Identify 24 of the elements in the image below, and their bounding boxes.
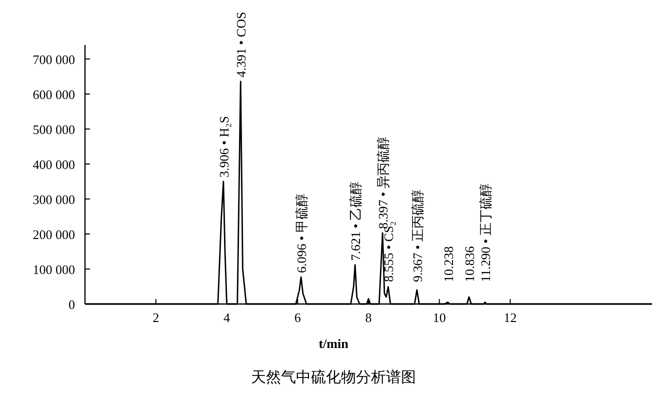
annotation: 9.367 • 正丙硫醇 (410, 190, 425, 282)
y-tick-label: 600 000 (32, 87, 75, 102)
x-tick-label: 4 (224, 310, 230, 325)
y-tick-label: 700 000 (32, 52, 75, 67)
x-tick-label: 12 (504, 310, 517, 325)
y-tick-label: 500 000 (32, 122, 75, 137)
x-tick-label: 6 (294, 310, 302, 325)
annotation: 6.096 • 甲硫醇 (294, 194, 310, 274)
y-tick-label: 200 000 (32, 227, 75, 242)
y-tick-label: 300 000 (32, 192, 75, 207)
annotation: 11.290 • 正丁硫醇 (478, 184, 494, 282)
y-tick-label: 400 000 (32, 157, 75, 172)
x-tick-label: 8 (365, 310, 372, 325)
y-tick-label: 0 (68, 297, 75, 312)
x-tick-label: 2 (152, 310, 160, 325)
annotation: 10.238 (440, 246, 456, 282)
x-tick-label: 10 (432, 310, 446, 325)
annotation: 10.836 (462, 246, 477, 282)
y-tick-label: 100 000 (32, 262, 75, 277)
text: 天然气中硫化物分析谱图 (251, 369, 416, 386)
x-axis-title: t/min (318, 336, 350, 351)
annotation: 7.621 • 乙硫醇 (348, 181, 364, 261)
annotation: 4.391 • COS (234, 12, 249, 78)
annotation: 3.906 • H₂S (216, 116, 232, 178)
